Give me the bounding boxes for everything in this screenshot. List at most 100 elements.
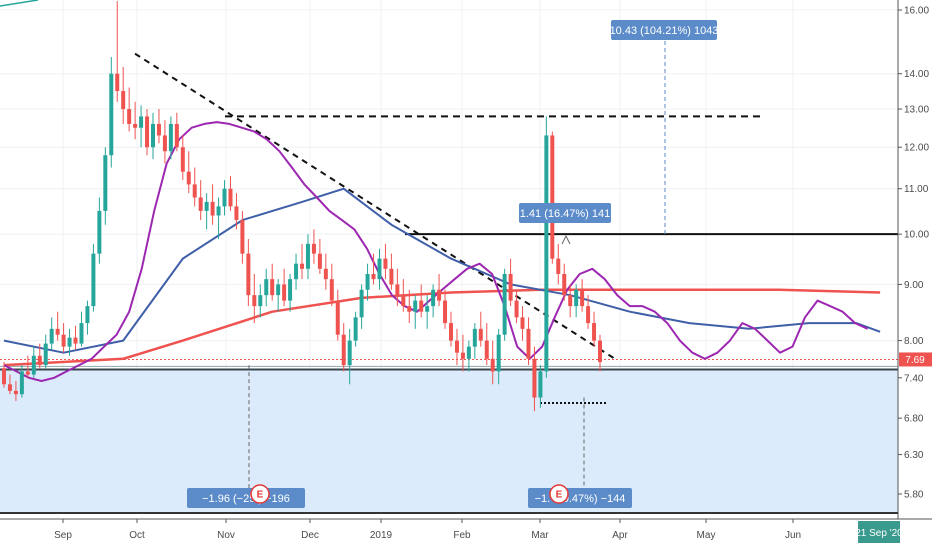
candle-body	[210, 201, 215, 216]
candle-body	[37, 355, 42, 366]
last-price-label: 7.69	[905, 355, 925, 366]
candle-body	[79, 323, 84, 344]
earnings-label: E	[257, 490, 264, 501]
price-tick-label: 9.00	[904, 280, 924, 291]
price-tick-label: 12.00	[904, 143, 929, 154]
candle-body	[377, 258, 382, 280]
candle-body	[556, 258, 561, 274]
measurement-box-2: 1.41 (16.47%) 141	[519, 203, 611, 223]
candle-body	[419, 300, 424, 312]
candle-body	[514, 300, 519, 318]
candle-body	[7, 384, 12, 391]
candle-body	[484, 340, 489, 359]
candle-body	[2, 368, 6, 385]
candle-body	[526, 328, 531, 359]
earnings-marker: E	[549, 484, 569, 504]
candle-body	[496, 334, 501, 372]
candle-body	[151, 123, 155, 148]
candle-body	[395, 284, 400, 296]
candle-body	[240, 220, 245, 254]
candle-body	[222, 188, 227, 207]
candle-body	[592, 323, 597, 341]
candle-body	[156, 123, 161, 136]
candle-body	[389, 268, 394, 285]
candle-body	[443, 300, 448, 324]
time-tick-label: Nov	[217, 530, 235, 541]
candle-body	[294, 263, 299, 280]
candle-body	[109, 73, 114, 156]
candle-body	[437, 289, 442, 301]
price-axis-ticks: 16.00 14.00 13.00 12.00 11.00 10.00 9.00 8.00 7.…	[898, 6, 929, 501]
candle-body	[204, 201, 209, 211]
candle-body	[97, 210, 102, 254]
candle-body	[133, 123, 138, 128]
ma-slow-line	[3, 288, 881, 367]
candle-body	[139, 116, 144, 128]
candle-body	[246, 253, 251, 296]
candle-body	[91, 253, 96, 307]
candle-body	[544, 135, 549, 372]
time-tick-label: Jun	[785, 530, 801, 541]
measurement-box-1-label: 10.43 (104.21%) 1043	[610, 25, 719, 37]
price-tick-label: 16.00	[904, 6, 929, 17]
time-tick-label: Feb	[453, 530, 471, 541]
candle-body	[532, 358, 537, 398]
candle-body	[228, 188, 233, 207]
time-axis-ticks: Sep Oct Nov Dec 2019 Feb Mar Apr May Jun	[54, 519, 801, 541]
time-tick-label: 2019	[370, 530, 393, 541]
candle-body	[407, 306, 412, 312]
candle-body	[121, 91, 126, 110]
candle-body	[472, 328, 477, 347]
candle-body	[25, 371, 30, 375]
measurement-box-4: −1.−20.47%) −144	[528, 488, 632, 508]
price-tick-label: 5.80	[904, 490, 924, 501]
candle-body	[371, 273, 376, 280]
candle-body	[174, 123, 179, 148]
candle-body	[67, 337, 72, 347]
candle-body	[19, 371, 24, 395]
earnings-icon	[250, 484, 270, 504]
candle-body	[186, 171, 191, 185]
candle-body	[43, 343, 48, 366]
candle-body	[431, 289, 436, 307]
time-tick-label: Apr	[612, 530, 628, 541]
overlays: 10.43 (104.21%) 1043 1.41 (16.47%) 141 −1.…	[187, 20, 718, 508]
candle-body	[413, 300, 418, 312]
candle-body	[466, 346, 471, 359]
candle-body	[454, 340, 459, 353]
candle-body	[317, 253, 322, 269]
candle-body	[162, 135, 167, 152]
candle-body	[13, 390, 18, 395]
candle-body	[103, 155, 108, 211]
candle-body	[568, 295, 573, 307]
partial-line	[0, 0, 39, 7]
measurement-box-2-label: 1.41 (16.47%) 141	[520, 208, 611, 220]
candle-body	[353, 317, 358, 341]
price-tick-label: 8.00	[904, 336, 924, 347]
candle-body	[127, 109, 132, 124]
candle-body	[234, 206, 239, 221]
candle-body	[323, 268, 328, 280]
candle-body	[329, 279, 334, 301]
candle-body	[305, 243, 310, 269]
measurement-box-1: 10.43 (104.21%) 1043	[610, 20, 719, 40]
price-tick-label: 7.40	[904, 373, 924, 384]
candle-body	[598, 340, 602, 362]
candle-body	[258, 295, 263, 307]
time-tick-label: Mar	[531, 530, 549, 541]
measure-arrow	[561, 234, 571, 245]
last-price-tag: 7.69	[899, 352, 932, 367]
candles	[2, 1, 602, 412]
price-axis-bg[interactable]	[898, 0, 932, 519]
measurement-box-3-label: −1.96 (−25.) −196	[202, 493, 290, 505]
corner-date-label: 21 Sep '20	[855, 528, 903, 539]
candle-body	[198, 197, 203, 211]
candle-body	[520, 317, 525, 329]
candle-body	[490, 358, 495, 372]
candle-body	[586, 306, 591, 324]
candle-body	[335, 300, 340, 335]
candle-body	[460, 352, 465, 359]
moving-averages	[3, 121, 881, 382]
time-tick-label: Oct	[129, 530, 145, 541]
